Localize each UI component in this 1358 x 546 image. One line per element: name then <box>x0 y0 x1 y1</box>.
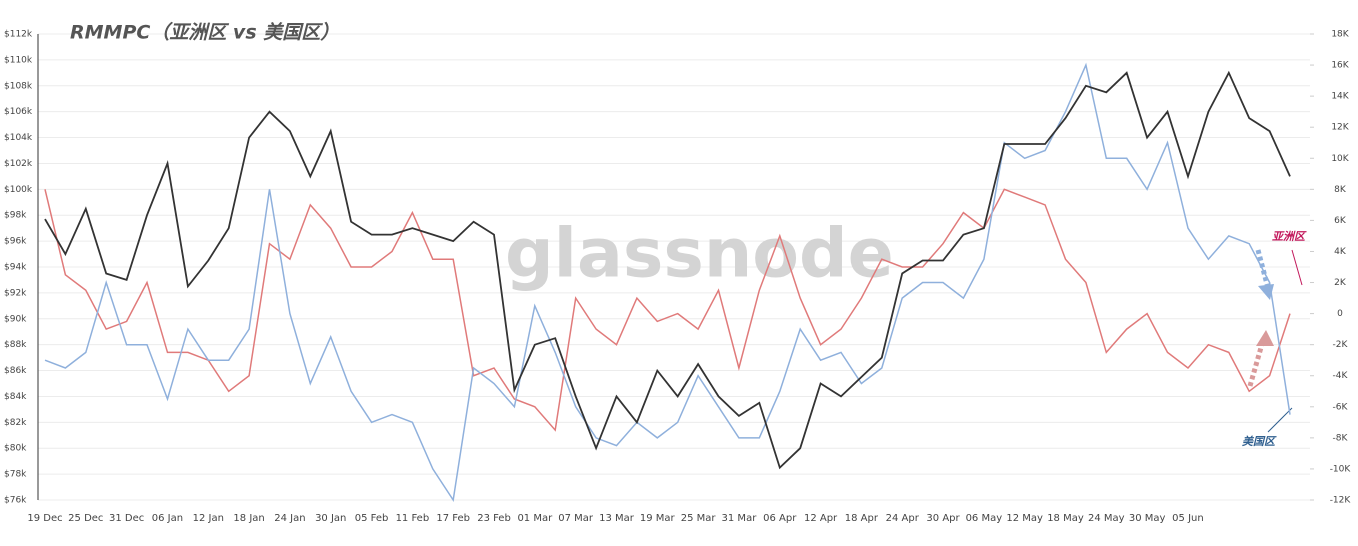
y-tick-label: $80k <box>4 444 27 454</box>
y2-tick-label: 18K <box>1331 30 1349 40</box>
x-tick-label: 12 Jan <box>193 513 224 524</box>
x-tick-label: 24 May <box>1088 513 1125 524</box>
y-tick-label: $90k <box>4 314 27 324</box>
y-tick-label: $112k <box>4 30 33 40</box>
x-tick-label: 24 Jan <box>274 513 305 524</box>
y2-tick-label: -2K <box>1333 340 1349 350</box>
y2-tick-label: 8K <box>1334 185 1347 195</box>
x-tick-label: 13 Mar <box>599 513 635 524</box>
x-tick-label: 05 Feb <box>355 513 389 524</box>
y-tick-label: $108k <box>4 81 33 91</box>
y-tick-label: $104k <box>4 133 33 143</box>
y2-tick-label: -6K <box>1333 402 1349 412</box>
y2-tick-label: 12K <box>1331 123 1349 133</box>
arrow-asia <box>1247 343 1265 387</box>
x-tick-label: 30 Apr <box>926 513 960 524</box>
x-tick-label: 25 Dec <box>68 513 103 524</box>
pointer <box>1291 249 1303 286</box>
y-tick-label: $100k <box>4 185 33 195</box>
y-tick-label: $76k <box>4 496 27 506</box>
x-tick-label: 12 May <box>1006 513 1043 524</box>
series-line <box>44 62 1291 503</box>
x-tick-label: 05 Jun <box>1172 513 1204 524</box>
x-tick-label: 24 Apr <box>886 513 920 524</box>
series-line <box>44 188 1291 432</box>
x-tick-label: 31 Dec <box>109 513 144 524</box>
x-tick-label: 31 Mar <box>722 513 758 524</box>
annotation: 美国区 <box>1242 435 1277 448</box>
x-tick-label: 30 Jan <box>315 513 346 524</box>
y-tick-label: $94k <box>4 263 27 273</box>
annotation: 亚洲区 <box>1272 230 1307 243</box>
y-tick-label: $102k <box>4 159 33 169</box>
x-tick-label: 18 Apr <box>845 513 879 524</box>
x-tick-label: 17 Feb <box>436 513 470 524</box>
y-tick-label: $82k <box>4 418 27 428</box>
x-tick-label: 30 May <box>1129 513 1166 524</box>
y2-tick-label: -12K <box>1330 496 1352 506</box>
y2-tick-label: 4K <box>1334 247 1347 257</box>
series-line <box>44 70 1291 470</box>
x-tick-label: 06 Apr <box>763 513 797 524</box>
pointer <box>1267 407 1293 433</box>
y2-tick-label: -8K <box>1333 433 1349 443</box>
x-tick-label: 06 May <box>966 513 1003 524</box>
x-tick-label: 11 Feb <box>396 513 430 524</box>
y2-tick-label: -10K <box>1330 464 1352 474</box>
y-tick-label: $110k <box>4 55 33 65</box>
y2-tick-label: 2K <box>1334 278 1347 288</box>
x-tick-label: 06 Jan <box>152 513 183 524</box>
y-tick-label: $86k <box>4 366 27 376</box>
y-tick-label: $78k <box>4 470 27 480</box>
y2-tick-label: 10K <box>1331 154 1349 164</box>
x-tick-label: 19 Mar <box>640 513 676 524</box>
y-tick-label: $88k <box>4 340 27 350</box>
y2-tick-label: -4K <box>1333 371 1349 381</box>
arrowhead <box>1256 330 1274 346</box>
y-tick-label: $106k <box>4 107 33 117</box>
x-tick-label: 12 Apr <box>804 513 838 524</box>
x-tick-label: 18 Jan <box>233 513 264 524</box>
y-tick-label: $84k <box>4 392 27 402</box>
y2-tick-label: 6K <box>1334 216 1347 226</box>
x-tick-label: 01 Mar <box>517 513 553 524</box>
y2-tick-label: 0 <box>1337 309 1343 319</box>
y-tick-label: $96k <box>4 237 27 247</box>
x-tick-label: 19 Dec <box>27 513 62 524</box>
x-tick-label: 18 May <box>1047 513 1084 524</box>
y2-tick-label: 16K <box>1331 61 1349 71</box>
x-tick-label: 23 Feb <box>477 513 511 524</box>
annotation-arrows <box>1247 249 1303 433</box>
x-tick-label: 25 Mar <box>681 513 717 524</box>
y-tick-label: $92k <box>4 288 27 298</box>
x-tick-label: 07 Mar <box>558 513 594 524</box>
watermark: glassnode <box>505 215 894 294</box>
y2-tick-label: 14K <box>1331 92 1349 102</box>
chart-title: RMMPC（亚洲区 vs 美国区） <box>70 22 339 44</box>
y-tick-label: $98k <box>4 211 27 221</box>
